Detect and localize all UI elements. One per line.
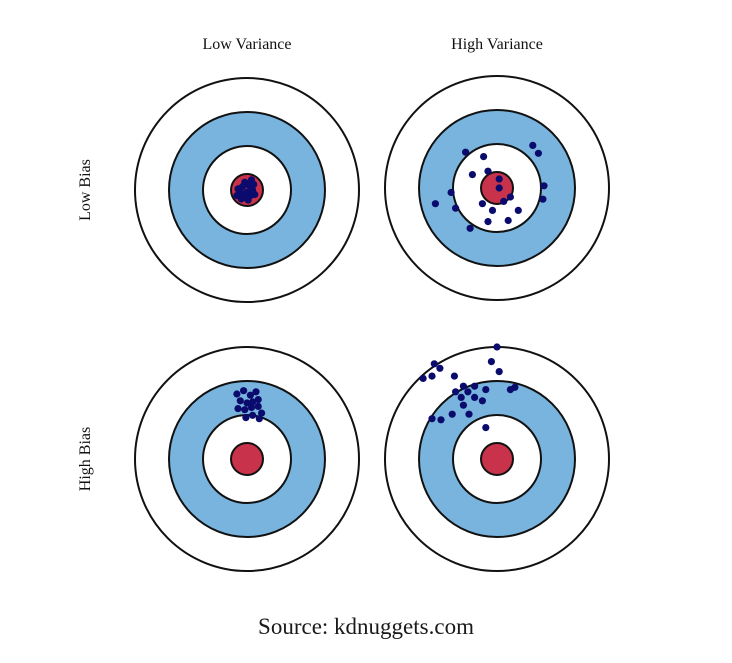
shot-point [252, 388, 260, 396]
shot-point [462, 148, 470, 156]
shot-point [478, 397, 486, 405]
shot-point [500, 197, 508, 205]
shot-point [241, 178, 249, 186]
bullseye [480, 442, 514, 476]
shot-point [241, 406, 249, 414]
shot-point [244, 196, 252, 204]
shot-point [459, 401, 467, 409]
row-label-high-bias: High Bias [77, 427, 94, 491]
shot-point [468, 171, 476, 179]
shot-point [450, 372, 458, 380]
shot-point [419, 374, 427, 382]
shot-point [482, 386, 490, 394]
shot-point [487, 358, 495, 366]
shot-point [514, 206, 522, 214]
shot-point [452, 204, 460, 212]
shot-point [540, 182, 548, 190]
target-low-bias-high-variance [384, 75, 610, 301]
shot-point [471, 382, 479, 390]
shot-point [431, 200, 439, 208]
source-caption: Source: kdnuggets.com [258, 614, 474, 639]
shot-point [436, 364, 444, 372]
row-label-low-bias: Low Bias [77, 159, 94, 221]
shot-point [506, 193, 514, 201]
column-label-high-variance: High Variance [451, 36, 543, 53]
shot-point [495, 175, 503, 183]
shot-point [459, 382, 467, 390]
shot-point [234, 185, 242, 193]
shot-point [465, 410, 473, 418]
shot-point [511, 383, 519, 391]
shot-point [254, 402, 262, 410]
shot-point [249, 411, 257, 419]
shot-point [247, 403, 256, 412]
shot-point [529, 141, 537, 149]
bullseye [230, 442, 264, 476]
shot-point [246, 391, 254, 399]
shot-point [504, 216, 512, 225]
shot-point [243, 399, 251, 407]
shot-point [233, 390, 241, 398]
shot-point [447, 188, 455, 197]
shot-point [464, 388, 472, 396]
shot-point [234, 405, 242, 413]
shot-point [493, 343, 501, 351]
shot-point [255, 415, 263, 423]
shot-point [251, 190, 259, 199]
shot-point [247, 176, 256, 184]
shot-point [478, 200, 486, 208]
shot-point [240, 387, 248, 395]
shot-point [495, 368, 503, 376]
targets-group [134, 75, 610, 572]
shot-point [452, 388, 460, 396]
shot-point [495, 184, 503, 192]
shot-point [482, 424, 490, 432]
target-high-bias-low-variance [134, 346, 360, 572]
shot-point [488, 206, 497, 214]
shot-point [428, 415, 436, 423]
shot-point [249, 398, 257, 406]
shot-point [258, 409, 266, 417]
shot-point [437, 416, 445, 424]
shot-point [484, 167, 492, 175]
shot-point [457, 393, 465, 401]
target-high-bias-high-variance [384, 343, 610, 572]
shot-point [242, 414, 250, 422]
shot-point [539, 195, 547, 203]
shot-point [480, 153, 488, 161]
shot-point [448, 410, 456, 418]
column-label-low-variance: Low Variance [203, 36, 292, 53]
shot-point [233, 192, 241, 200]
shot-point [471, 393, 479, 401]
target-low-bias-low-variance [134, 77, 360, 303]
shot-point [430, 360, 438, 368]
shot-point [534, 149, 543, 157]
shot-point [236, 397, 244, 405]
shot-point [466, 224, 474, 232]
shot-point [254, 396, 262, 404]
shot-point [428, 372, 436, 380]
shot-point [484, 218, 492, 226]
